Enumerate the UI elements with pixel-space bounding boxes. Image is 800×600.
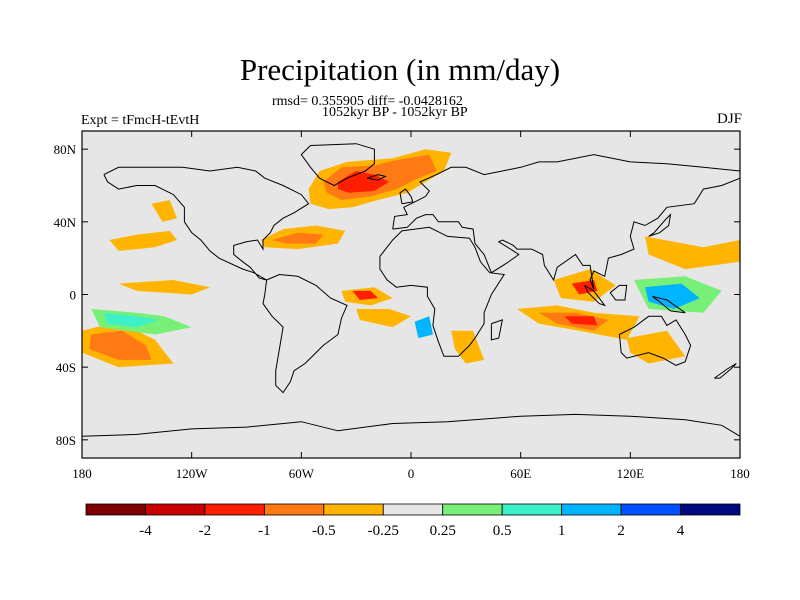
colorbar-label: -0.5 (312, 523, 336, 539)
anomaly-gulf-stream-core (272, 232, 324, 244)
colorbar: -4 -2 -1 -0.5 -0.25 0.25 0.5 1 2 4 (85, 503, 741, 539)
lat-tick-label: 80N (54, 142, 77, 157)
colorbar-label: -1 (258, 523, 271, 539)
anomaly-africa-blue (414, 316, 433, 339)
lon-tick-label: 180 (72, 466, 92, 481)
anomaly-sw-pacific-cyan (103, 312, 159, 328)
colorbar-label: -0.25 (368, 523, 399, 539)
coastline-north-america (103, 166, 310, 281)
colorbar-label: 4 (677, 523, 685, 539)
colorbar-swatch (382, 503, 444, 516)
figure-title: Precipitation (in mm/day) (239, 52, 561, 87)
coastline-africa (379, 226, 506, 357)
experiment-label: Expt = tFmcH-tEvtH (81, 113, 200, 128)
colorbar-swatch (85, 503, 146, 516)
lon-tick-label: 60E (510, 466, 531, 481)
anomaly-indian-ocean-red (564, 316, 598, 326)
colorbar-label: 1 (558, 523, 566, 539)
lat-tick-label: 0 (70, 288, 77, 303)
colorbar-swatch (680, 503, 741, 516)
colorbar-swatch (561, 503, 622, 516)
colorbar-label: 0.25 (430, 523, 456, 539)
lon-tick-label: 60W (289, 466, 315, 481)
colorbar-swatch (145, 503, 206, 516)
coastline-japan (648, 213, 672, 237)
coastline-antarctica (82, 413, 740, 437)
colorbar-label: -2 (199, 523, 212, 539)
coastline-new-guinea (651, 295, 686, 314)
coastline-layer (82, 143, 740, 437)
anomaly-east-pacific-orange (118, 280, 210, 295)
coastline-south-america (262, 273, 348, 394)
anomaly-sw-pacific-core (89, 330, 152, 360)
anomaly-maritime-continent-blue (645, 283, 700, 309)
anomaly-bay-of-bengal-core (571, 280, 598, 295)
colorbar-swatch (442, 503, 503, 516)
lon-tick-label: 0 (408, 466, 415, 481)
colorbar-swatch (204, 503, 265, 516)
colorbar-label: -4 (139, 523, 152, 539)
lat-tick-label: 80S (56, 433, 76, 448)
coastline-eurasia (392, 154, 740, 290)
colorbar-swatch (323, 503, 384, 516)
lon-axis: 180 120W 60W 0 60E 120E 180 (72, 131, 750, 481)
lat-tick-label: 40N (54, 215, 77, 230)
colorbar-label: 0.5 (493, 523, 512, 539)
coastline-iceland (366, 174, 387, 181)
lat-axis: 80N 40N 0 40S 80S (54, 142, 740, 448)
anomaly-eq-atlantic-red (352, 290, 379, 300)
colorbar-swatch (501, 503, 563, 516)
coastline-australia (618, 315, 692, 366)
colorbar-label: 2 (617, 523, 625, 539)
anomaly-australia-orange (626, 330, 686, 364)
lon-tick-label: 120W (176, 466, 209, 481)
coastline-uk (399, 188, 414, 205)
colorbar-swatch (620, 503, 681, 516)
anomaly-sh-atlantic (356, 309, 411, 328)
colorbar-swatch (263, 503, 325, 516)
anomaly-nw-pacific (645, 236, 740, 270)
anomaly-npac-orange (151, 200, 177, 222)
coastline-madagascar (490, 319, 504, 341)
lon-tick-label: 120E (617, 466, 645, 481)
coastline-borneo (609, 284, 628, 301)
coastline-greenland (300, 143, 375, 187)
lat-tick-label: 40S (56, 360, 76, 375)
period-line: 1052kyr BP - 1052kyr BP (322, 105, 468, 120)
season-label: DJF (716, 111, 742, 127)
anomaly-east-pacific (109, 230, 177, 251)
coastline-sumatra (584, 284, 607, 307)
coastline-new-zealand (714, 363, 737, 379)
lon-tick-label: 180 (730, 466, 750, 481)
stats-line: rmsd= 0.355905 diff= -0.0428162 (272, 94, 463, 109)
